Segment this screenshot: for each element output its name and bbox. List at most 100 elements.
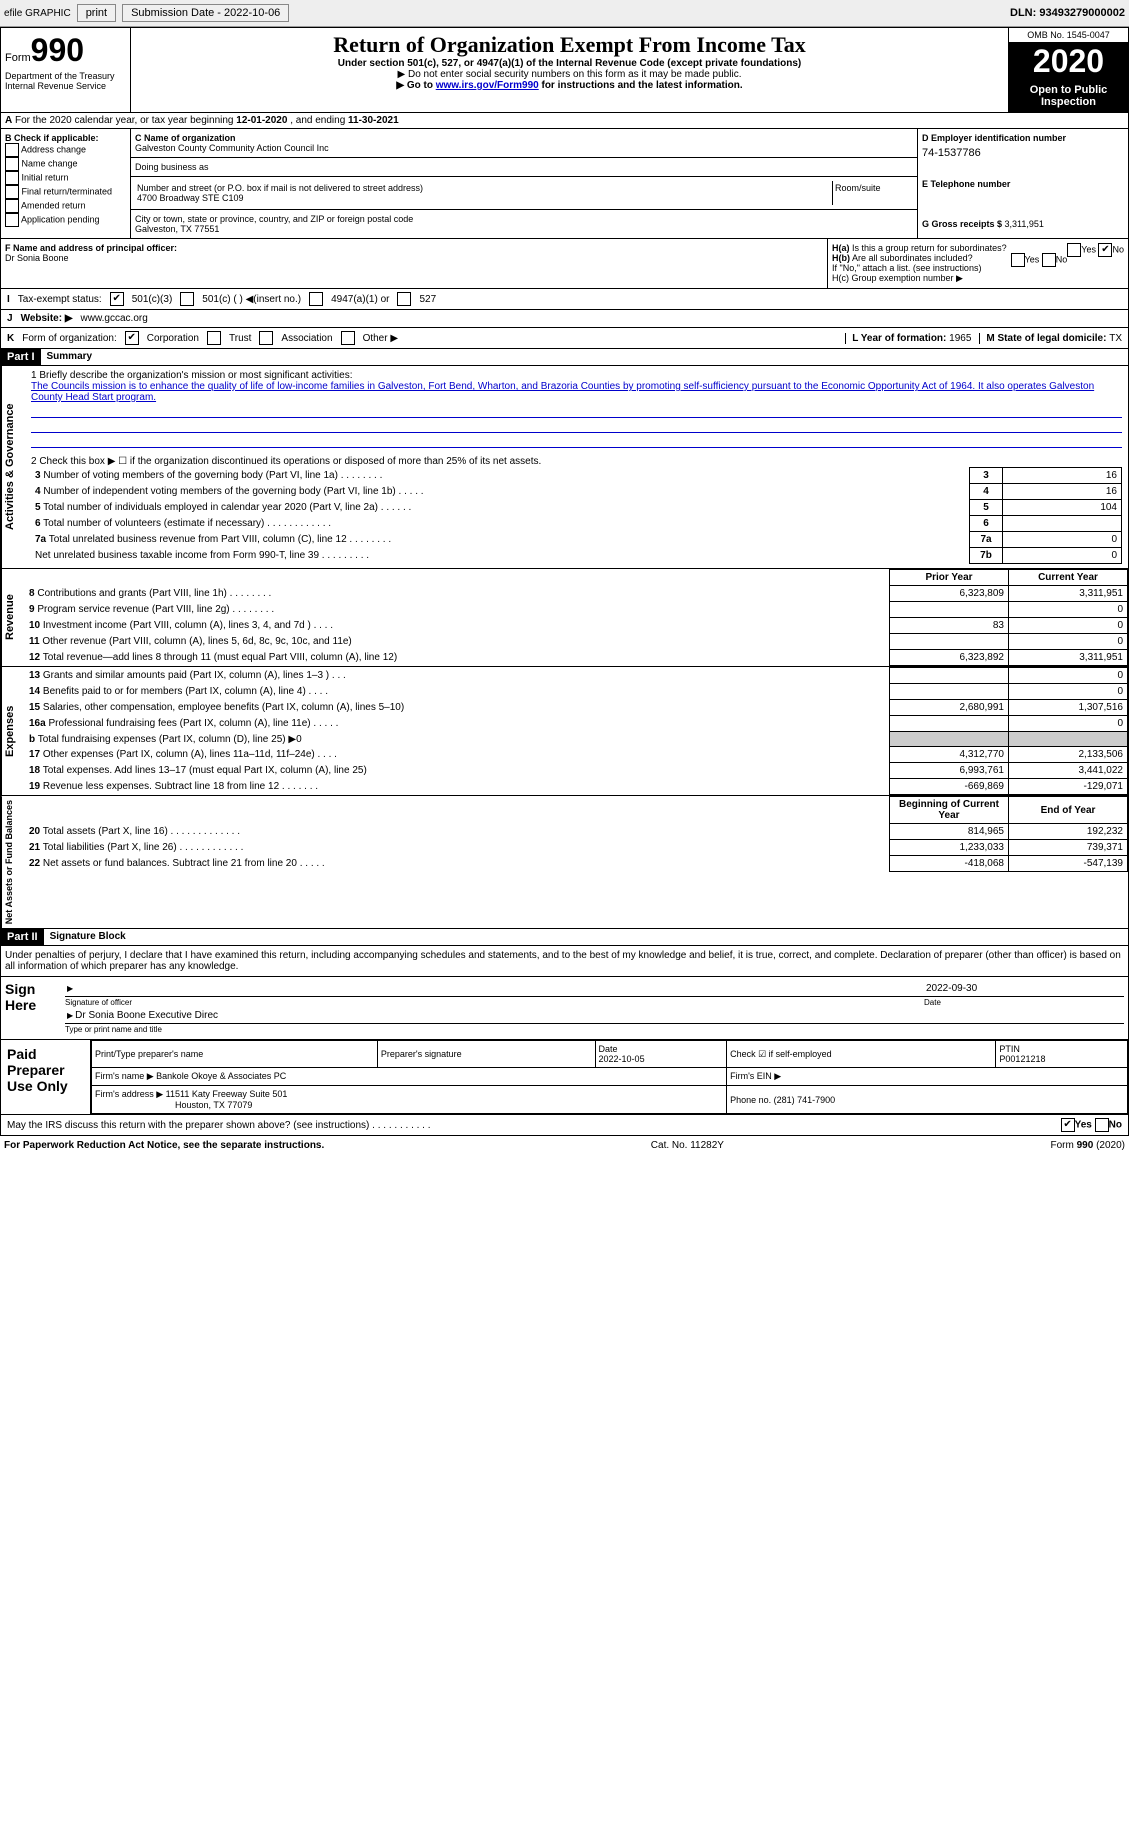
prior-value — [890, 602, 1009, 618]
line-label: 4 Number of independent voting members o… — [31, 484, 970, 500]
dba-label: Doing business as — [131, 158, 917, 177]
527-checkbox[interactable] — [397, 292, 411, 306]
current-value: 2,133,506 — [1009, 747, 1128, 763]
prior-value: 4,312,770 — [890, 747, 1009, 763]
prior-value — [890, 634, 1009, 650]
prior-year-hdr: Prior Year — [890, 570, 1009, 586]
form-org-label: Form of organization: — [22, 333, 117, 344]
check-item: Initial return — [5, 171, 126, 185]
penalties-text: Under penalties of perjury, I declare th… — [0, 946, 1129, 977]
prior-value: 83 — [890, 618, 1009, 634]
sign-here-label: Sign Here — [5, 981, 65, 1035]
current-value: 0 — [1009, 618, 1128, 634]
hb-no-checkbox[interactable] — [1042, 253, 1056, 267]
corp-checkbox[interactable] — [125, 331, 139, 345]
line-label: 16a Professional fundraising fees (Part … — [25, 716, 890, 732]
ha-yes-checkbox[interactable] — [1067, 243, 1081, 257]
sig-officer-label: Signature of officer — [65, 998, 132, 1007]
cat-no: Cat. No. 11282Y — [651, 1140, 724, 1151]
prior-value: 6,323,892 — [890, 650, 1009, 666]
ps-label: Preparer's signature — [377, 1041, 595, 1068]
assoc-checkbox[interactable] — [259, 331, 273, 345]
goto-note: ▶ Go to www.irs.gov/Form990 for instruct… — [135, 80, 1004, 91]
row-a-period: A For the 2020 calendar year, or tax yea… — [0, 113, 1129, 129]
line-num: 5 — [970, 500, 1003, 516]
501c3-checkbox[interactable] — [110, 292, 124, 306]
check-item: Name change — [5, 157, 126, 171]
line-label: 6 Total number of volunteers (estimate i… — [31, 516, 970, 532]
check-item: Application pending — [5, 213, 126, 227]
ssn-note: ▶ Do not enter social security numbers o… — [135, 69, 1004, 80]
checkbox[interactable] — [5, 213, 19, 227]
firm-ein-label: Firm's EIN ▶ — [727, 1068, 1128, 1086]
prior-value — [890, 716, 1009, 732]
ha-no-checkbox[interactable] — [1098, 243, 1112, 257]
line-label: Net unrelated business taxable income fr… — [31, 548, 970, 564]
checkbox[interactable] — [5, 143, 19, 157]
ptin-value: P00121218 — [999, 1054, 1045, 1064]
section-b-checkboxes: B Check if applicable: Address change Na… — [1, 129, 131, 238]
checkbox[interactable] — [5, 157, 19, 171]
phone-value: (281) 741-7900 — [774, 1095, 836, 1105]
officer-name: Dr Sonia Boone — [5, 253, 69, 263]
prior-value — [890, 684, 1009, 700]
line-value: 16 — [1003, 468, 1122, 484]
current-value: 3,311,951 — [1009, 650, 1128, 666]
line-num: 7a — [970, 532, 1003, 548]
self-emp-check[interactable]: Check ☑ if self-employed — [727, 1041, 996, 1068]
toolbar: efile GRAPHIC print Submission Date - 20… — [0, 0, 1129, 27]
4947-checkbox[interactable] — [309, 292, 323, 306]
form-title: Return of Organization Exempt From Incom… — [135, 32, 1004, 58]
discuss-no-checkbox[interactable] — [1095, 1118, 1109, 1132]
line-label: 21 Total liabilities (Part X, line 26) .… — [25, 840, 890, 856]
checkbox[interactable] — [5, 199, 19, 213]
open-public: Open to Public Inspection — [1009, 80, 1128, 112]
line-label: 18 Total expenses. Add lines 13–17 (must… — [25, 763, 890, 779]
mission-text: The Councils mission is to enhance the q… — [31, 381, 1122, 403]
begin-value: 814,965 — [890, 824, 1009, 840]
other-checkbox[interactable] — [341, 331, 355, 345]
print-button[interactable]: print — [77, 4, 116, 22]
hb-yes-checkbox[interactable] — [1011, 253, 1025, 267]
omb-number: OMB No. 1545-0047 — [1009, 28, 1128, 43]
501c-checkbox[interactable] — [180, 292, 194, 306]
officer-name-line: Dr Sonia Boone Executive Direc — [65, 1008, 1124, 1024]
discuss-yes-checkbox[interactable] — [1061, 1118, 1075, 1132]
firm-addr2: Houston, TX 77079 — [175, 1100, 252, 1110]
org-city: Galveston, TX 77551 — [135, 224, 219, 234]
checkbox[interactable] — [5, 185, 19, 199]
current-value: 0 — [1009, 716, 1128, 732]
line-num: 4 — [970, 484, 1003, 500]
firm-addr-label: Firm's address ▶ — [95, 1089, 163, 1099]
line-value: 104 — [1003, 500, 1122, 516]
tax-year: 2020 — [1009, 43, 1128, 80]
trust-checkbox[interactable] — [207, 331, 221, 345]
check-item: Address change — [5, 143, 126, 157]
line-value: 0 — [1003, 532, 1122, 548]
f-label: F Name and address of principal officer: — [5, 243, 177, 253]
part2-header: Part II — [1, 929, 44, 945]
paperwork-notice: For Paperwork Reduction Act Notice, see … — [4, 1140, 324, 1151]
officer-sig-line[interactable] — [65, 981, 924, 997]
line-label: 9 Program service revenue (Part VIII, li… — [25, 602, 890, 618]
irs-link[interactable]: www.irs.gov/Form990 — [436, 80, 539, 91]
date-label: Date — [924, 998, 941, 1007]
tab-revenue: Revenue — [1, 569, 25, 666]
check-item: Final return/terminated — [5, 185, 126, 199]
current-value: 3,311,951 — [1009, 586, 1128, 602]
checkbox[interactable] — [5, 171, 19, 185]
hc-label: H(c) Group exemption number ▶ — [832, 273, 1124, 284]
name-label: C Name of organization — [135, 133, 236, 143]
tab-netassets: Net Assets or Fund Balances — [1, 796, 25, 928]
end-value: -547,139 — [1009, 856, 1128, 872]
submission-date-button[interactable]: Submission Date - 2022-10-06 — [122, 4, 289, 22]
prior-value: -669,869 — [890, 779, 1009, 795]
website-label: Website: ▶ — [21, 313, 73, 324]
line-label: 7a Total unrelated business revenue from… — [31, 532, 970, 548]
part1-header: Part I — [1, 349, 41, 365]
firm-addr1: 11511 Katy Freeway Suite 501 — [166, 1089, 288, 1099]
city-label: City or town, state or province, country… — [135, 214, 413, 224]
line-label: 11 Other revenue (Part VIII, column (A),… — [25, 634, 890, 650]
tab-expenses: Expenses — [1, 667, 25, 795]
line-num: 7b — [970, 548, 1003, 564]
